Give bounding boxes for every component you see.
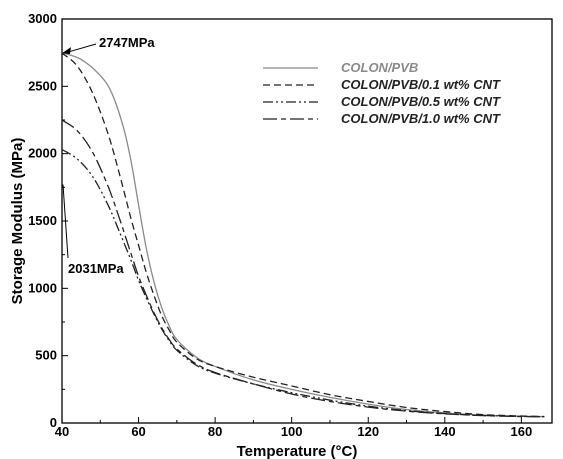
y-tick-label-3000: 3000 bbox=[28, 11, 57, 26]
legend-label-colon-pvb: COLON/PVB bbox=[341, 60, 418, 75]
legend-item-0-5-cnt: COLON/PVB/0.5 wt% CNT bbox=[263, 94, 501, 109]
x-tick-label-80: 80 bbox=[208, 424, 222, 439]
series-layer bbox=[61, 52, 545, 418]
series-line-0 bbox=[61, 52, 545, 418]
legend: COLON/PVB COLON/PVB/0.1 wt% CNT COLON/PV… bbox=[263, 60, 501, 126]
y-tick-label-1000: 1000 bbox=[28, 280, 57, 295]
series-line-2 bbox=[61, 148, 545, 418]
annotation-arrow-2747 bbox=[67, 43, 97, 53]
legend-item-colon-pvb: COLON/PVB bbox=[263, 60, 418, 75]
legend-label-1-0-cnt: COLON/PVB/1.0 wt% CNT bbox=[341, 111, 501, 126]
x-tick-label-40: 40 bbox=[55, 424, 69, 439]
y-tick-label-0: 0 bbox=[50, 415, 57, 430]
x-tick-label-160: 160 bbox=[511, 424, 533, 439]
annotation-arrow-2031 bbox=[62, 184, 69, 259]
annotation-label-2031: 2031MPa bbox=[68, 261, 124, 276]
legend-label-0-5-cnt: COLON/PVB/0.5 wt% CNT bbox=[341, 94, 501, 109]
x-tick-label-100: 100 bbox=[281, 424, 303, 439]
annotation-2747: 2747MPa bbox=[62, 35, 155, 55]
x-axis-title: Temperature (°C) bbox=[237, 443, 358, 459]
x-tick-label-120: 120 bbox=[357, 424, 379, 439]
annotation-2031: 2031MPa bbox=[62, 184, 124, 276]
legend-item-1-0-cnt: COLON/PVB/1.0 wt% CNT bbox=[263, 111, 501, 126]
y-tick-label-1500: 1500 bbox=[28, 213, 57, 228]
x-tick-label-140: 140 bbox=[434, 424, 456, 439]
legend-item-0-1-cnt: COLON/PVB/0.1 wt% CNT bbox=[263, 77, 501, 92]
legend-label-0-1-cnt: COLON/PVB/0.1 wt% CNT bbox=[341, 77, 501, 92]
y-tick-label-500: 500 bbox=[35, 348, 57, 363]
ticks-layer: 40 60 80 100 120 140 160 0 500 1000 1500 2000 2500 30… bbox=[28, 11, 532, 439]
y-axis-title: Storage Modulus (MPa) bbox=[9, 138, 26, 305]
y-tick-label-2000: 2000 bbox=[28, 146, 57, 161]
x-tick-label-60: 60 bbox=[131, 424, 145, 439]
annotation-label-2747: 2747MPa bbox=[99, 35, 155, 50]
y-tick-label-2500: 2500 bbox=[28, 78, 57, 93]
annotation-arrowhead-2747 bbox=[62, 47, 71, 55]
series-line-1 bbox=[61, 52, 545, 418]
annotation-layer: 2747MPa 2031MPa bbox=[62, 35, 155, 276]
